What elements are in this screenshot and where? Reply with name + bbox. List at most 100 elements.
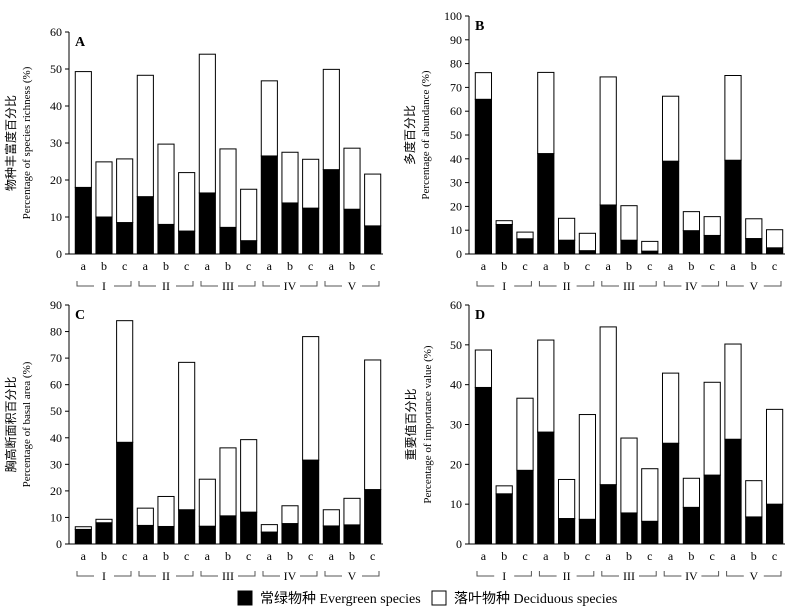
- bar-deciduous: [641, 468, 659, 522]
- group-bracket-left: [538, 571, 557, 577]
- x-tick-label: b: [349, 549, 355, 563]
- x-tick-label: c: [122, 259, 127, 273]
- group-bracket-left: [76, 281, 94, 287]
- x-tick-label: b: [688, 259, 694, 273]
- y-tick-label: 50: [50, 62, 62, 76]
- bar-evergreen: [95, 216, 113, 255]
- group-bracket-left: [476, 571, 495, 577]
- bar-evergreen: [724, 438, 742, 545]
- bar-evergreen: [724, 159, 742, 255]
- bar-deciduous: [178, 361, 196, 511]
- bar-deciduous: [281, 505, 299, 525]
- x-tick-label: c: [246, 549, 251, 563]
- x-tick-label: c: [772, 259, 777, 273]
- bar-deciduous: [537, 339, 555, 433]
- group-bracket-left: [324, 281, 342, 287]
- y-axis-label-en: Percentage of abundance (%): [420, 70, 432, 200]
- bar-deciduous: [116, 320, 134, 443]
- bar-evergreen: [620, 239, 638, 255]
- bar-evergreen: [474, 386, 493, 545]
- bar-deciduous: [240, 439, 258, 513]
- bar-deciduous: [302, 158, 320, 209]
- group-bracket-right: [701, 281, 720, 287]
- x-tick-label: a: [668, 549, 674, 563]
- bar-evergreen: [116, 441, 134, 545]
- x-tick-label: c: [522, 259, 527, 273]
- group-bracket-left: [663, 281, 682, 287]
- bar-deciduous: [495, 485, 513, 495]
- bar-deciduous: [703, 381, 721, 476]
- y-tick-label: 70: [450, 80, 462, 94]
- y-tick-label: 40: [50, 431, 62, 445]
- group-bracket-left: [76, 571, 94, 577]
- y-tick-label: 50: [450, 338, 462, 352]
- y-tick-label: 0: [456, 247, 462, 261]
- group-label: V: [749, 569, 758, 583]
- y-tick-label: 40: [450, 378, 462, 392]
- panel-label: B: [475, 19, 484, 34]
- bar-evergreen: [703, 474, 721, 545]
- group-label: I: [502, 279, 506, 293]
- bar-deciduous: [240, 188, 258, 242]
- x-tick-label: a: [205, 549, 211, 563]
- bar-deciduous: [322, 68, 340, 171]
- y-tick-label: 20: [450, 199, 462, 213]
- group-bracket-left: [663, 571, 682, 577]
- x-tick-label: b: [287, 549, 293, 563]
- bar-evergreen: [198, 192, 216, 255]
- group-bracket-right: [362, 281, 380, 287]
- group-label: I: [502, 569, 506, 583]
- group-bracket-right: [701, 571, 720, 577]
- bar-evergreen: [661, 160, 680, 255]
- bar-deciduous: [724, 75, 742, 161]
- bar-deciduous: [557, 217, 576, 241]
- bar-deciduous: [116, 158, 134, 224]
- x-tick-label: a: [81, 549, 87, 563]
- group-bracket-right: [763, 281, 782, 287]
- y-tick-label: 30: [450, 176, 462, 190]
- x-tick-label: a: [481, 549, 487, 563]
- group-bracket-right: [639, 281, 657, 287]
- bar-evergreen: [74, 186, 92, 255]
- bar-deciduous: [198, 53, 216, 194]
- bar-deciduous: [495, 220, 513, 225]
- bar-evergreen: [260, 155, 278, 255]
- bar-evergreen: [178, 509, 196, 545]
- bar-deciduous: [474, 349, 493, 388]
- x-tick-label: c: [246, 259, 251, 273]
- panel-label: C: [75, 308, 85, 323]
- x-tick-label: b: [287, 259, 293, 273]
- bar-evergreen: [364, 489, 382, 545]
- group-label: II: [162, 279, 170, 293]
- group-label: II: [563, 569, 571, 583]
- group-label: I: [102, 279, 106, 293]
- y-tick-label: 10: [450, 223, 462, 237]
- x-tick-label: b: [225, 549, 231, 563]
- bar-evergreen: [495, 493, 513, 545]
- bar-evergreen: [745, 238, 763, 255]
- group-label: II: [563, 279, 571, 293]
- bar-evergreen: [343, 524, 361, 545]
- bar-evergreen: [641, 520, 659, 545]
- bar-deciduous: [302, 336, 320, 461]
- bar-deciduous: [599, 326, 617, 486]
- group-label: III: [222, 279, 234, 293]
- bar-evergreen: [157, 525, 175, 545]
- bar-evergreen: [516, 469, 534, 545]
- x-tick-label: a: [329, 259, 335, 273]
- y-tick-label: 10: [50, 510, 62, 524]
- x-tick-label: c: [585, 259, 590, 273]
- x-tick-label: a: [267, 259, 273, 273]
- chart-panel-a: 0 10 20 30 40 50 60 物种丰富度百分比 Percentage of speci…: [3, 25, 383, 293]
- bar-evergreen: [343, 208, 361, 255]
- x-tick-label: c: [647, 259, 652, 273]
- group-label: IV: [284, 569, 297, 583]
- group-bracket-left: [601, 571, 619, 577]
- y-tick-label: 30: [50, 457, 62, 471]
- y-tick-label: 80: [50, 325, 62, 339]
- chart-panel-d: 0 10 20 30 40 50 60 重要值百分比 Percentage of importa…: [403, 298, 785, 583]
- legend-swatch-evergreen: [237, 590, 253, 606]
- x-tick-label: c: [647, 549, 652, 563]
- group-bracket-right: [114, 571, 132, 577]
- y-tick-label: 70: [50, 351, 62, 365]
